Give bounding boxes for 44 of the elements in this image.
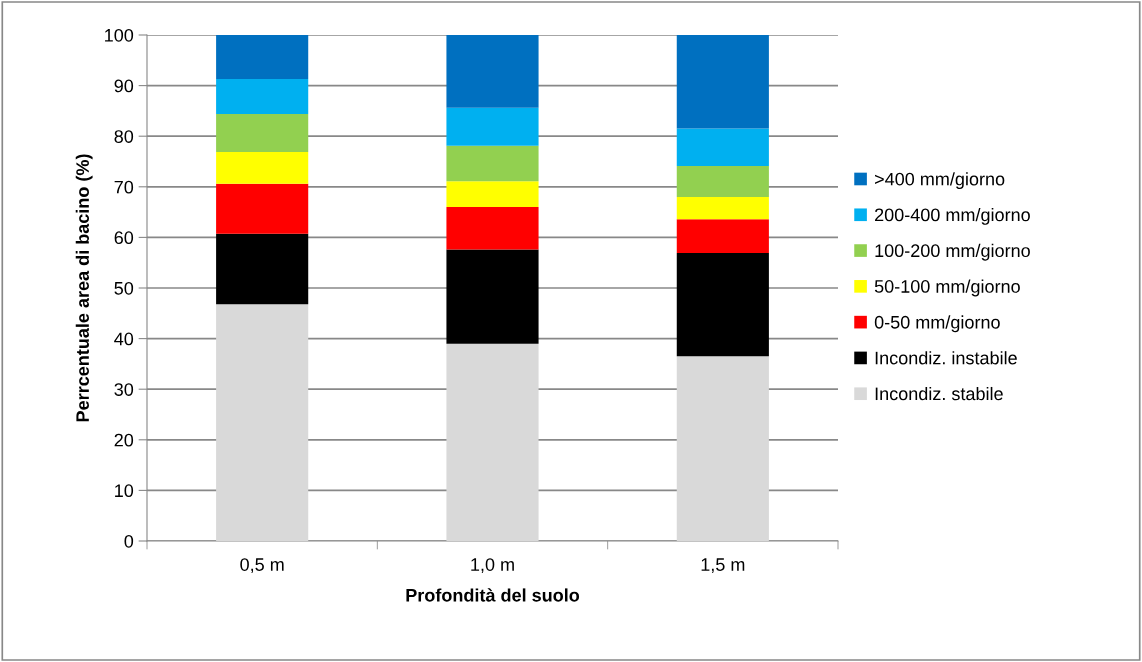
y-tick-label: 20 (114, 433, 134, 447)
y-tick-label: 10 (115, 484, 134, 498)
bar (446, 145, 539, 182)
bar (676, 35, 769, 129)
bar (216, 183, 309, 234)
y-tick-label: 30 (114, 383, 134, 396)
bar (216, 113, 309, 152)
y-tick-label: 0 (124, 534, 134, 548)
legend-label: 0-50 mm/giorno (874, 315, 1000, 333)
bar (676, 253, 769, 357)
bar (446, 35, 539, 108)
bar (216, 233, 309, 305)
bar (216, 35, 309, 80)
bar (676, 356, 769, 541)
legend-label: Incondiz. stabile (875, 386, 1003, 401)
legend-label: 200-400 mm/giorno (875, 208, 1030, 225)
legend-label: 50-100 mm/giorno (874, 279, 1020, 297)
x-tick-label: 1,0 m (471, 558, 514, 574)
y-tick-label: 60 (114, 231, 134, 245)
bar (216, 304, 309, 541)
bar (446, 181, 539, 208)
x-tick-label: 1,5 m (701, 558, 745, 574)
bar (676, 128, 769, 167)
bar (216, 151, 309, 184)
bar (676, 166, 769, 197)
bar (676, 196, 769, 220)
legend-label: Incondiz. instabile (875, 351, 1017, 365)
x-axis-title: Profondità del suolo (406, 588, 580, 602)
y-tick-label: 80 (114, 130, 134, 143)
bar (446, 107, 539, 146)
x-tick-label: 0,5 m (240, 558, 284, 574)
legend-label: 100-200 mm/giorno (875, 243, 1030, 261)
y-tick-label: 100 (105, 28, 134, 42)
bar (676, 219, 769, 254)
bar (446, 249, 539, 344)
y-tick-label: 50 (114, 281, 134, 295)
legend-label: >400 mm/giorno (875, 172, 1005, 190)
y-tick-label: 90 (114, 79, 134, 93)
y-tick-label: 40 (114, 332, 134, 346)
y-axis-title: Perrcentuale area di bacino (%) (75, 154, 93, 422)
bar (446, 343, 539, 541)
bar (446, 207, 539, 250)
y-tick-label: 70 (114, 180, 134, 194)
bar (216, 79, 309, 114)
